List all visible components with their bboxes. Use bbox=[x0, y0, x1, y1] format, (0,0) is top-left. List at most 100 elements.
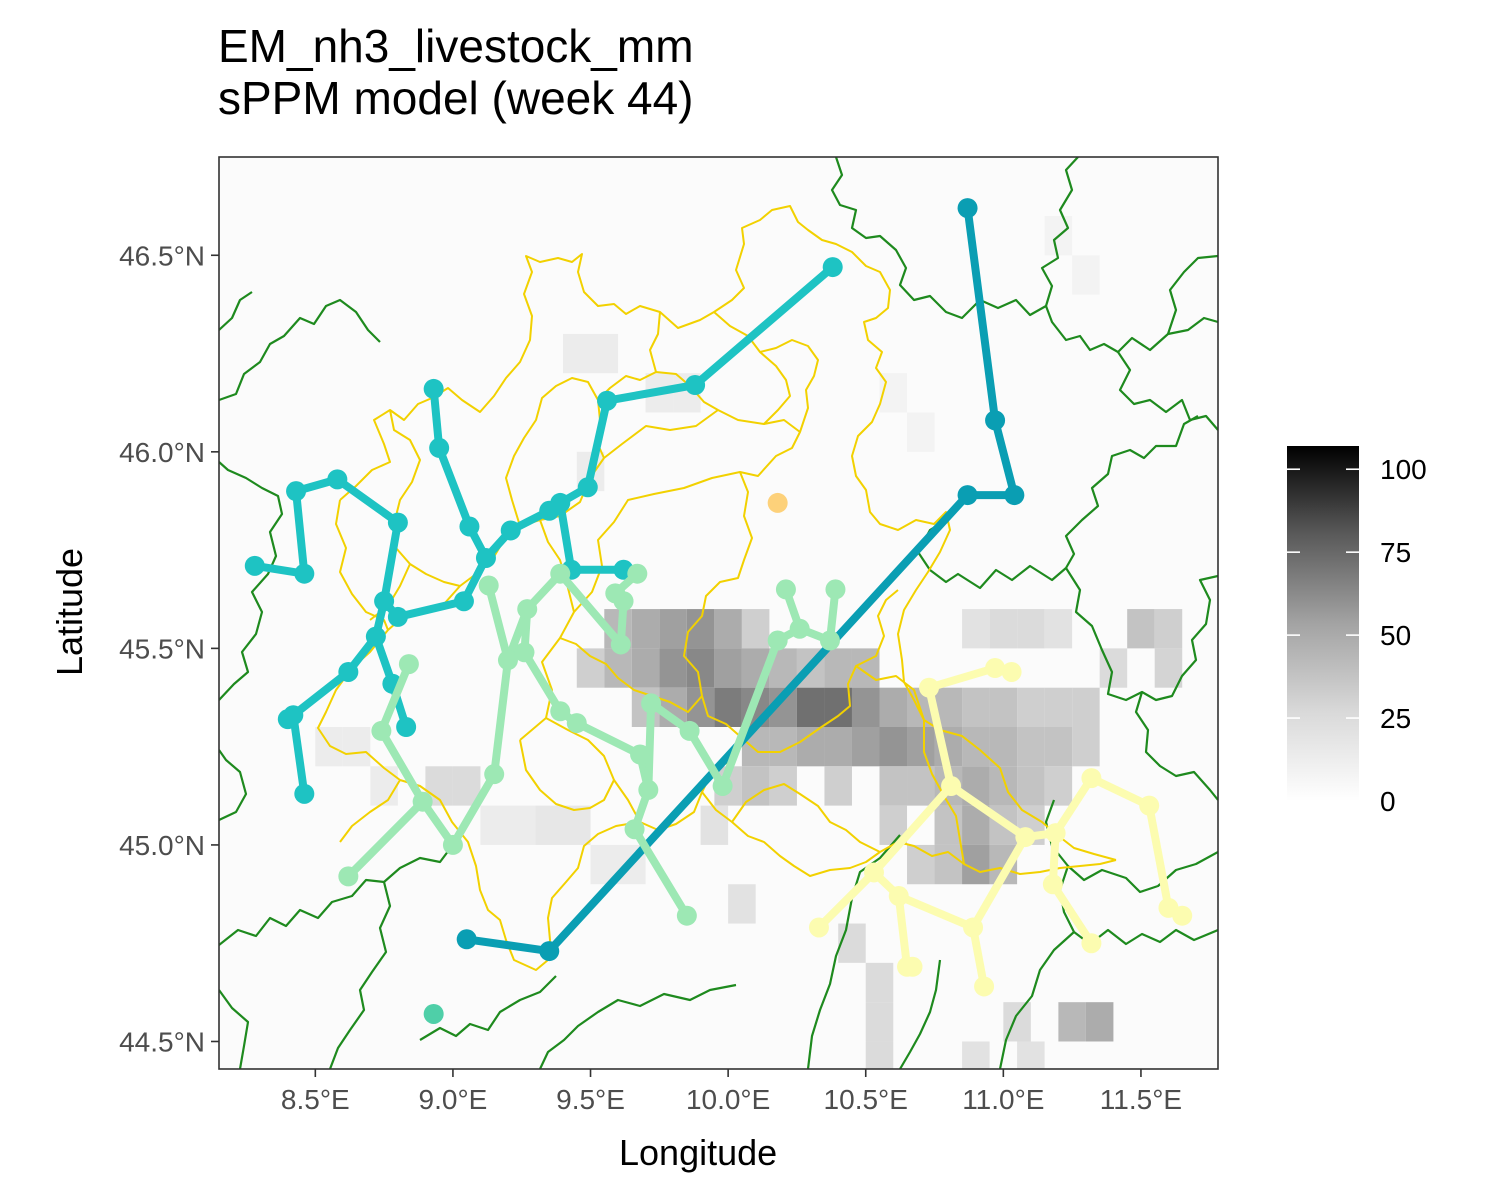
province-border bbox=[539, 519, 575, 613]
cluster-edge bbox=[630, 825, 691, 920]
y-tick-label: 45.5°N bbox=[119, 633, 205, 664]
cluster-point bbox=[624, 819, 645, 840]
cluster-edge bbox=[572, 719, 645, 759]
region-border bbox=[219, 298, 381, 402]
x-tick-label: 10.5°E bbox=[824, 1084, 908, 1115]
raster-cell bbox=[865, 1002, 894, 1042]
x-tick-label: 10.0°E bbox=[686, 1084, 770, 1115]
cluster-point bbox=[957, 198, 978, 219]
cluster-edge bbox=[925, 683, 956, 790]
province-border bbox=[339, 205, 1117, 861]
cluster-edge bbox=[1087, 774, 1154, 810]
x-axis-ticks: 8.5°E 9.0°E 9.5°E 10.0°E 10.5°E 11.0°E 11.5°E bbox=[281, 1069, 1182, 1115]
plot-title-line-2: sPPM model (week 44) bbox=[218, 72, 694, 124]
raster-cell bbox=[962, 609, 990, 649]
raster-cell bbox=[563, 805, 591, 845]
raster-cell bbox=[824, 727, 852, 767]
cluster-point bbox=[294, 563, 315, 584]
cluster-edge bbox=[556, 498, 576, 574]
province-border bbox=[759, 351, 791, 425]
cluster-networks bbox=[244, 198, 1193, 1024]
raster-cell bbox=[741, 609, 770, 649]
raster-cell bbox=[1085, 1002, 1114, 1042]
region-border bbox=[830, 157, 1218, 354]
cluster-point bbox=[985, 658, 1006, 679]
cluster-edge bbox=[393, 597, 468, 621]
cluster-point bbox=[423, 378, 444, 399]
raster-cell bbox=[631, 609, 660, 649]
cluster-point bbox=[963, 917, 984, 938]
raster-cell bbox=[824, 648, 852, 688]
province-border bbox=[519, 739, 615, 811]
cluster-point bbox=[550, 563, 571, 584]
region-border bbox=[1058, 865, 1218, 946]
raster-cell bbox=[315, 727, 343, 767]
raster-cell bbox=[480, 805, 508, 845]
cluster-point bbox=[985, 410, 1006, 431]
cluster-point bbox=[1172, 905, 1193, 926]
isolated-point bbox=[767, 492, 788, 513]
cluster-edge bbox=[462, 935, 554, 956]
plot-title-line-1: EM_nh3_livestock_mm bbox=[218, 20, 694, 72]
isolated-point bbox=[423, 1003, 444, 1024]
raster-cell bbox=[1017, 766, 1045, 806]
raster-cell bbox=[934, 844, 963, 885]
raster-cell bbox=[879, 766, 908, 806]
cluster-edge bbox=[603, 381, 700, 405]
y-tick-label: 46.5°N bbox=[119, 240, 205, 271]
y-axis-ticks: 44.5°N 45.0°N 45.5°N 46.0°N 46.5°N bbox=[119, 240, 219, 1057]
legend-tick-label: 100 bbox=[1380, 454, 1427, 485]
cluster-edge bbox=[490, 656, 512, 779]
cluster-point bbox=[387, 512, 408, 533]
raster-cell bbox=[1072, 687, 1100, 727]
cluster-edge bbox=[377, 660, 413, 735]
raster-cell bbox=[865, 962, 894, 1003]
raster-cell bbox=[851, 648, 880, 688]
cluster-point bbox=[1139, 795, 1160, 816]
cluster-edge bbox=[289, 667, 353, 720]
cluster-point bbox=[685, 375, 706, 395]
cluster-point bbox=[679, 720, 700, 741]
region-border bbox=[539, 983, 737, 1069]
cluster-green bbox=[338, 563, 846, 926]
raster-cell bbox=[879, 727, 908, 767]
x-tick-label: 9.0°E bbox=[419, 1084, 488, 1115]
region-border bbox=[419, 975, 557, 1041]
raster-cell bbox=[1044, 766, 1073, 806]
cluster-point bbox=[497, 650, 518, 671]
raster-cell bbox=[907, 727, 935, 767]
cluster-edge bbox=[814, 868, 878, 932]
y-tick-label: 46.0°N bbox=[119, 437, 205, 468]
cluster-point bbox=[371, 720, 392, 741]
raster-cell bbox=[576, 648, 605, 688]
cluster-edge bbox=[448, 770, 499, 849]
cluster-point bbox=[605, 583, 626, 604]
raster-cell bbox=[1044, 609, 1073, 649]
raster-cell bbox=[1017, 609, 1045, 649]
map-panel-border bbox=[218, 156, 1219, 1070]
raster-cell bbox=[824, 766, 852, 806]
raster-cell bbox=[535, 805, 564, 845]
raster-cell bbox=[1154, 609, 1183, 649]
raster-cell bbox=[989, 727, 1018, 767]
raster-cell bbox=[741, 766, 770, 806]
region-border bbox=[219, 749, 248, 821]
region-border bbox=[1166, 254, 1218, 335]
raster-cell bbox=[879, 687, 908, 727]
cluster-point bbox=[902, 956, 923, 977]
raster-cell bbox=[769, 766, 797, 806]
raster-cell bbox=[1017, 727, 1045, 767]
region-border bbox=[1040, 157, 1079, 307]
cluster-edge bbox=[520, 648, 565, 716]
cluster-edge bbox=[344, 797, 427, 881]
x-tick-label: 9.5°E bbox=[556, 1084, 625, 1115]
cluster-point bbox=[819, 630, 840, 651]
region-border bbox=[998, 931, 1075, 1069]
region-border bbox=[1065, 567, 1218, 702]
cluster-edge bbox=[894, 892, 912, 971]
cluster-point bbox=[888, 886, 909, 907]
cluster-point bbox=[374, 591, 395, 612]
cluster-point bbox=[577, 477, 598, 498]
cluster-point bbox=[822, 257, 843, 278]
cluster-point bbox=[1015, 827, 1036, 848]
